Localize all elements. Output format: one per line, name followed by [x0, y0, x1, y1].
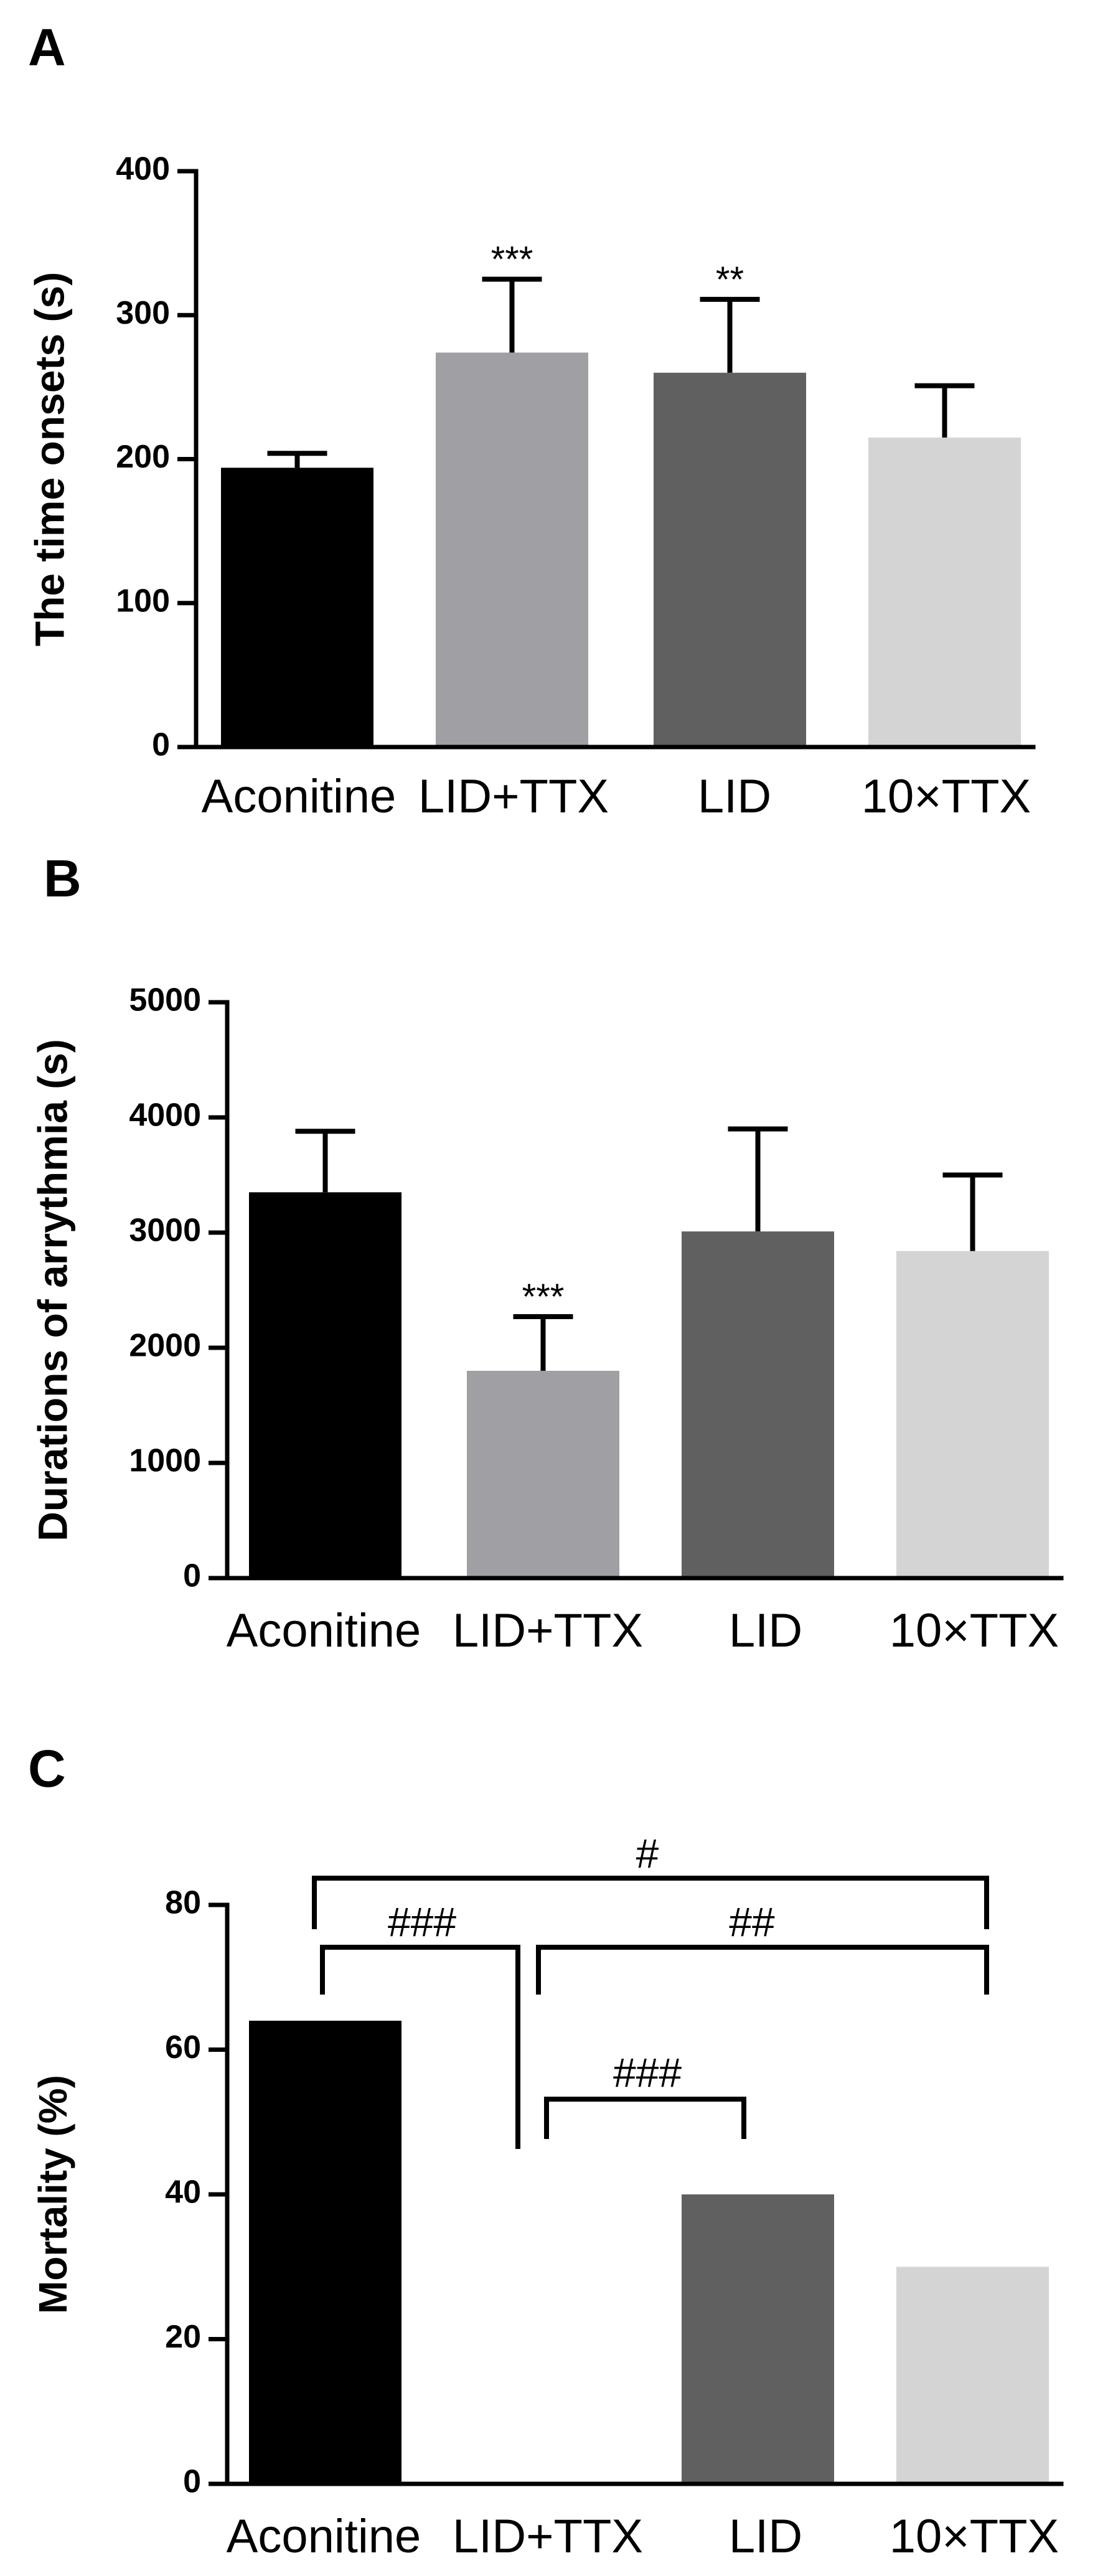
bar-3	[896, 2267, 1049, 2484]
comparison-label: #	[636, 1830, 659, 1876]
y-tick-label: 3000	[129, 1213, 201, 1249]
bar-2	[682, 1231, 834, 1578]
significance-label: **	[716, 260, 744, 300]
y-axis-label: Durations of arrythmia (s)	[29, 1039, 75, 1541]
comparison-label: ##	[729, 1899, 775, 1945]
comparison-bracket	[544, 2097, 746, 2139]
panel-label: B	[44, 849, 82, 908]
significance-label: ***	[522, 1277, 565, 1317]
bar-0	[221, 468, 373, 747]
panel-c: C Mortality (%) 0 20 40 60 80 Aconitine LID+TTX L…	[28, 1739, 1064, 2563]
y-tick-label: 80	[165, 1885, 201, 1921]
x-tick-label: 10×TTX	[862, 770, 1031, 823]
y-tick-label: 200	[116, 439, 170, 475]
panel-b: B Durations of arrythmia (s) *** 0 1000 2000 3…	[29, 849, 1064, 1657]
bar-0	[249, 1192, 401, 1578]
y-tick-label: 1000	[129, 1443, 201, 1479]
bar-3	[868, 437, 1021, 747]
x-tick-label: LID+TTX	[453, 2510, 643, 2563]
y-tick-label: 60	[165, 2029, 201, 2066]
y-tick-label: 400	[116, 151, 170, 187]
x-tick-label: Aconitine	[202, 770, 397, 823]
x-tick-label: 10×TTX	[890, 1604, 1059, 1657]
comparison-bracket	[312, 1876, 989, 1929]
bar-1	[467, 1371, 619, 1578]
y-tick-label: 2000	[129, 1328, 201, 1364]
y-tick-label: 300	[116, 295, 170, 331]
y-tick-label: 0	[183, 1558, 201, 1594]
comparison-bracket	[320, 1945, 520, 2149]
bar-2	[654, 372, 806, 747]
x-tick-label: LID	[729, 2510, 802, 2563]
bar-3	[896, 1251, 1049, 1578]
bar-2	[682, 2194, 834, 2484]
significance-label: ***	[491, 239, 533, 280]
panel-label: C	[28, 1739, 66, 1798]
y-axis-label: The time onsets (s)	[26, 272, 72, 646]
y-tick-label: 5000	[129, 982, 201, 1018]
comparison-bracket	[536, 1945, 989, 1995]
bar-0	[249, 2021, 401, 2484]
comparison-label: ###	[388, 1899, 456, 1945]
x-tick-label: 10×TTX	[890, 2510, 1059, 2563]
x-tick-label: LID+TTX	[453, 1604, 643, 1657]
y-tick-label: 4000	[129, 1098, 201, 1134]
y-tick-label: 0	[183, 2464, 201, 2500]
y-tick-label: 0	[152, 727, 170, 763]
x-tick-label: LID	[698, 770, 771, 823]
x-tick-label: Aconitine	[227, 2510, 421, 2563]
comparison-label: ###	[613, 2049, 682, 2095]
panel-label: A	[28, 18, 66, 77]
x-tick-label: Aconitine	[227, 1604, 421, 1657]
y-tick-label: 40	[165, 2174, 201, 2211]
y-tick-label: 20	[165, 2319, 201, 2355]
x-tick-label: LID	[729, 1604, 802, 1657]
y-axis-label: Mortality (%)	[31, 2075, 75, 2314]
bar-1	[436, 352, 588, 747]
y-tick-label: 100	[116, 583, 170, 619]
x-tick-label: LID+TTX	[418, 770, 609, 823]
